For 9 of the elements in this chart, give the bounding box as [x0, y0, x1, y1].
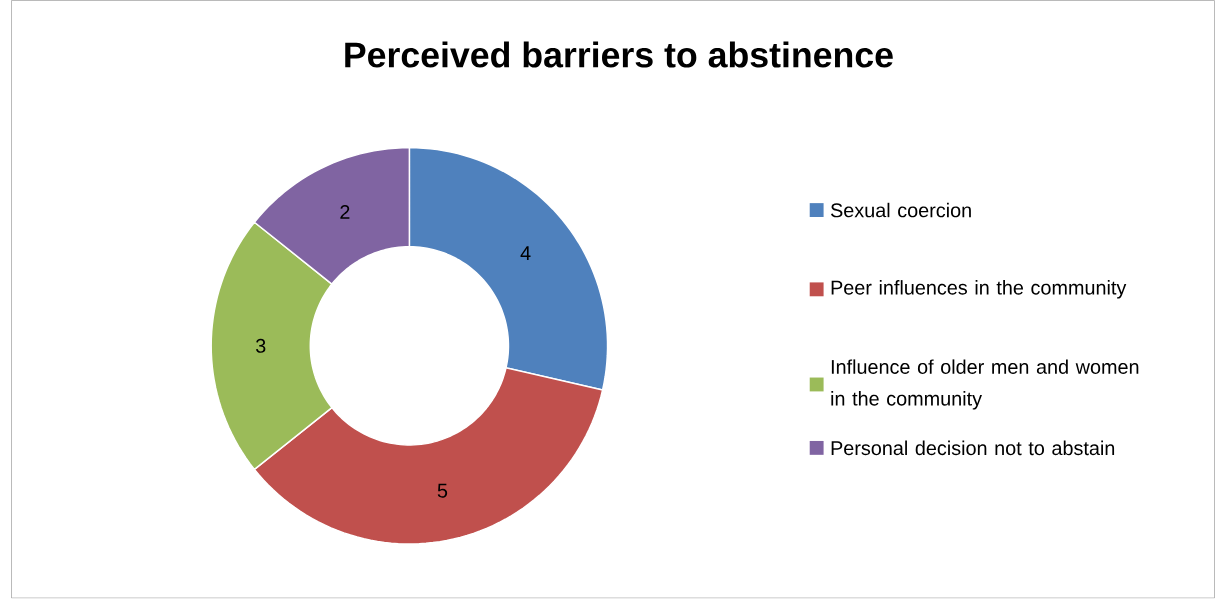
- data-label: 3: [255, 339, 266, 354]
- legend-label: Sexual coercion: [830, 203, 971, 218]
- legend-label: Influence of older men and women in the community: [831, 359, 1139, 410]
- data-label: 4: [520, 246, 531, 261]
- data-label: 2: [340, 205, 350, 220]
- data-label: 5: [437, 484, 448, 498]
- chart-title: Perceived barriers to abstinence: [345, 41, 893, 68]
- legend-label: Peer influences in the community: [831, 280, 1127, 299]
- legend-label: Personal decision not to abstain: [831, 440, 1115, 456]
